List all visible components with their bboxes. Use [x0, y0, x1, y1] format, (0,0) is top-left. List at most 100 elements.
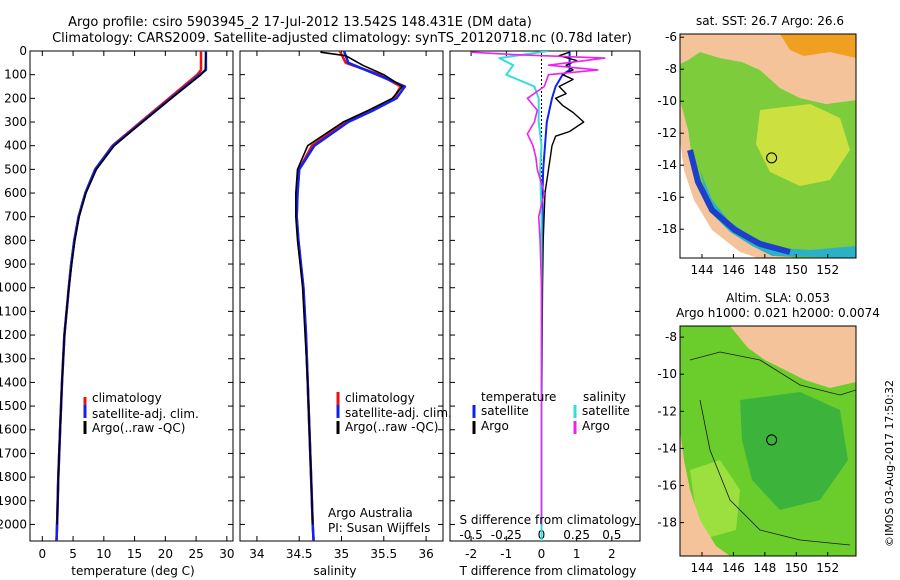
- salinity-lines: [294, 51, 407, 541]
- legend-label-t-argo: Argo: [481, 419, 509, 433]
- land-australia-sla: [680, 430, 730, 556]
- x-tick-label: 0: [38, 547, 46, 561]
- x-tick-label: 10: [96, 547, 111, 561]
- sst-map-frame: [679, 33, 857, 259]
- sla-contour-2: [699, 399, 851, 546]
- depth-tick-label: 600: [4, 186, 27, 200]
- x-tick-label: 0: [538, 547, 546, 561]
- map-x-tick-label: 150: [785, 561, 808, 575]
- map-x-tick-label: 152: [816, 263, 839, 277]
- x-tick-label: 36: [418, 547, 433, 561]
- depth-tick-label: 1300: [0, 352, 27, 366]
- map-y-tick-label: -16: [657, 479, 677, 493]
- difference-lines: [471, 51, 606, 541]
- map-x-tick-label: 144: [691, 561, 714, 575]
- depth-tick-label: 1000: [0, 281, 27, 295]
- map-y-tick-label: -18: [657, 222, 677, 236]
- salinity-x-axis: 34 34.5 35 35.5 36: [249, 51, 434, 561]
- imos-timestamp: ©IMOS 03-Aug-2017 17:50:32: [883, 380, 896, 547]
- depth-tick-label: 1200: [0, 328, 27, 342]
- s-tick-label: 0.5: [602, 528, 621, 542]
- sst-map: sat. SST: 26.7 Argo: 26.6 144 146 148 150 15…: [657, 14, 857, 277]
- s-difference-axis: -0.5-0.2500.250.5: [459, 528, 621, 542]
- sla-map-x-axis: 144 146 148 150 152: [691, 552, 839, 575]
- legend-label-satellite: satellite-adj. clim.: [92, 407, 199, 421]
- series-line-satellite-adj-clim-: [295, 51, 407, 541]
- temperature-panel-frame: [29, 50, 234, 542]
- x-tick-label: 2: [608, 547, 616, 561]
- depth-tick-label: 1500: [0, 399, 27, 413]
- sla-map-y-axis: -8 -10 -12 -14 -16 -18: [657, 330, 684, 530]
- salinity-legend: climatology satellite-adj. clim. Argo(..…: [336, 391, 452, 434]
- map-y-tick-label: -10: [657, 367, 677, 381]
- temperature-lines: [55, 51, 208, 541]
- legend-label-argo: Argo(..raw -QC): [345, 420, 438, 434]
- map-x-tick-label: 150: [785, 263, 808, 277]
- x-tick-label: 5: [69, 547, 77, 561]
- sla-map-image: [680, 326, 856, 556]
- temperature-x-axis: 0 5 10 15 20 25 30: [38, 51, 234, 561]
- s-tick-label: 0.25: [563, 528, 590, 542]
- series-line-climatology: [295, 51, 402, 541]
- sla-map-title-line1: Altim. SLA: 0.053: [726, 291, 830, 305]
- map-y-tick-label: -12: [657, 126, 677, 140]
- map-x-tick-label: 148: [753, 263, 776, 277]
- map-y-tick-label: -8: [665, 330, 677, 344]
- salinity-panel: 34 34.5 35 35.5 36 salinity climatology sate…: [240, 50, 452, 578]
- series-line-s-argo: [471, 51, 606, 525]
- x-tick-label: 30: [219, 547, 234, 561]
- sst-coastal-cold-band: [687, 149, 791, 255]
- warm-sst-patch: [780, 34, 856, 58]
- t-difference-label: T difference from climatology: [459, 564, 637, 578]
- series-line-argo-raw-qc-: [56, 52, 207, 525]
- depth-tick-label: 1800: [0, 470, 27, 484]
- depth-tick-label: 1700: [0, 446, 27, 460]
- legend-label-t-satellite: satellite: [481, 404, 529, 418]
- figure-title-line1: Argo profile: csiro 5903945_2 17-Jul-201…: [68, 15, 532, 30]
- legend-label-climatology: climatology: [92, 391, 162, 405]
- map-x-tick-label: 146: [722, 263, 745, 277]
- map-x-tick-label: 144: [691, 263, 714, 277]
- sla-light-patch: [690, 460, 740, 540]
- sst-map-x-axis: 144 146 148 150 152: [691, 254, 839, 277]
- sla-argo-marker: [766, 434, 778, 446]
- map-y-tick-label: -8: [665, 62, 677, 76]
- x-tick-label: 34.5: [286, 547, 313, 561]
- land-new-guinea-sla: [730, 326, 856, 388]
- x-tick-label: 20: [158, 547, 173, 561]
- difference-panel-frame: [449, 50, 641, 542]
- sst-cool-band: [700, 170, 856, 258]
- x-tick-label: 34: [249, 547, 264, 561]
- depth-tick-label: 900: [4, 257, 27, 271]
- legend-label-argo: Argo(..raw -QC): [92, 421, 185, 435]
- map-y-tick-label: -14: [657, 158, 677, 172]
- sst-map-title: sat. SST: 26.7 Argo: 26.6: [696, 14, 844, 28]
- depth-tick-label: 300: [4, 115, 27, 129]
- series-line-t-satellite: [540, 51, 571, 541]
- depth-tick-label: 700: [4, 210, 27, 224]
- t-difference-axis: -2 -1 0 1 2: [465, 51, 616, 561]
- s-tick-label: -0.5: [459, 528, 482, 542]
- depth-tick-label: 1400: [0, 375, 27, 389]
- sla-map-title-line2: Argo h1000: 0.021 h2000: 0.0074: [676, 306, 880, 320]
- legend-label-s-argo: Argo: [582, 419, 610, 433]
- x-tick-label: 1: [573, 547, 581, 561]
- s-difference-label: S difference from climatology: [460, 513, 637, 527]
- depth-tick-label: 2000: [0, 517, 27, 531]
- map-y-tick-label: -6: [665, 30, 677, 44]
- legend-label-climatology: climatology: [345, 391, 415, 405]
- sla-map: Altim. SLA: 0.053 Argo h1000: 0.021 h200…: [657, 291, 880, 575]
- depth-tick-label: 400: [4, 139, 27, 153]
- sla-dark-patch: [740, 392, 848, 510]
- x-tick-label: 25: [188, 547, 203, 561]
- sst-map-y-axis: -6 -8 -10 -12 -14 -16 -18: [657, 30, 684, 236]
- x-tick-label: 35.5: [370, 547, 397, 561]
- s-tick-label: -0.25: [491, 528, 522, 542]
- depth-tick-label: 800: [4, 233, 27, 247]
- depth-tick-label: 0: [19, 44, 27, 58]
- series-line-satellite-adj-clim-: [55, 51, 208, 541]
- depth-tick-label: 500: [4, 162, 27, 176]
- map-y-tick-label: -12: [657, 404, 677, 418]
- map-y-tick-label: -16: [657, 190, 677, 204]
